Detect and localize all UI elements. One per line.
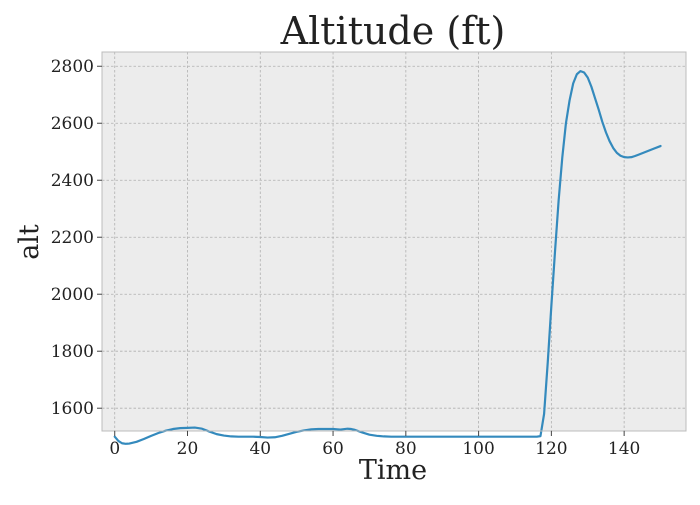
y-axis-label: alt bbox=[14, 224, 45, 260]
plot-area bbox=[102, 52, 686, 431]
y-tick-label: 2800 bbox=[51, 57, 94, 77]
chart-title: Altitude (ft) bbox=[280, 9, 506, 53]
x-tick-label: 20 bbox=[177, 439, 199, 459]
x-tick-label: 0 bbox=[109, 439, 120, 459]
x-tick-label: 80 bbox=[395, 439, 417, 459]
y-tick-label: 2400 bbox=[51, 171, 94, 191]
y-tick-label: 1800 bbox=[51, 342, 94, 362]
axes-layer: 0 20 40 60 80 100 120 140 1600 1800 2000 2200 2400 26… bbox=[51, 51, 687, 459]
x-axis-label: Time bbox=[359, 455, 427, 486]
x-tick-label: 140 bbox=[608, 439, 640, 459]
x-tick-label: 60 bbox=[322, 439, 344, 459]
y-tick-label: 2600 bbox=[51, 114, 94, 134]
x-tick-label: 120 bbox=[535, 439, 567, 459]
y-tick-label: 1600 bbox=[51, 399, 94, 419]
series-layer bbox=[113, 69, 662, 445]
plot-frame bbox=[101, 51, 687, 432]
y-tick-label: 2000 bbox=[51, 285, 94, 305]
y-tick-label: 2200 bbox=[51, 228, 94, 248]
x-tick-label: 40 bbox=[249, 439, 271, 459]
plot-background bbox=[102, 52, 686, 431]
altitude-series-line bbox=[113, 69, 662, 445]
x-tick-label: 100 bbox=[462, 439, 494, 459]
